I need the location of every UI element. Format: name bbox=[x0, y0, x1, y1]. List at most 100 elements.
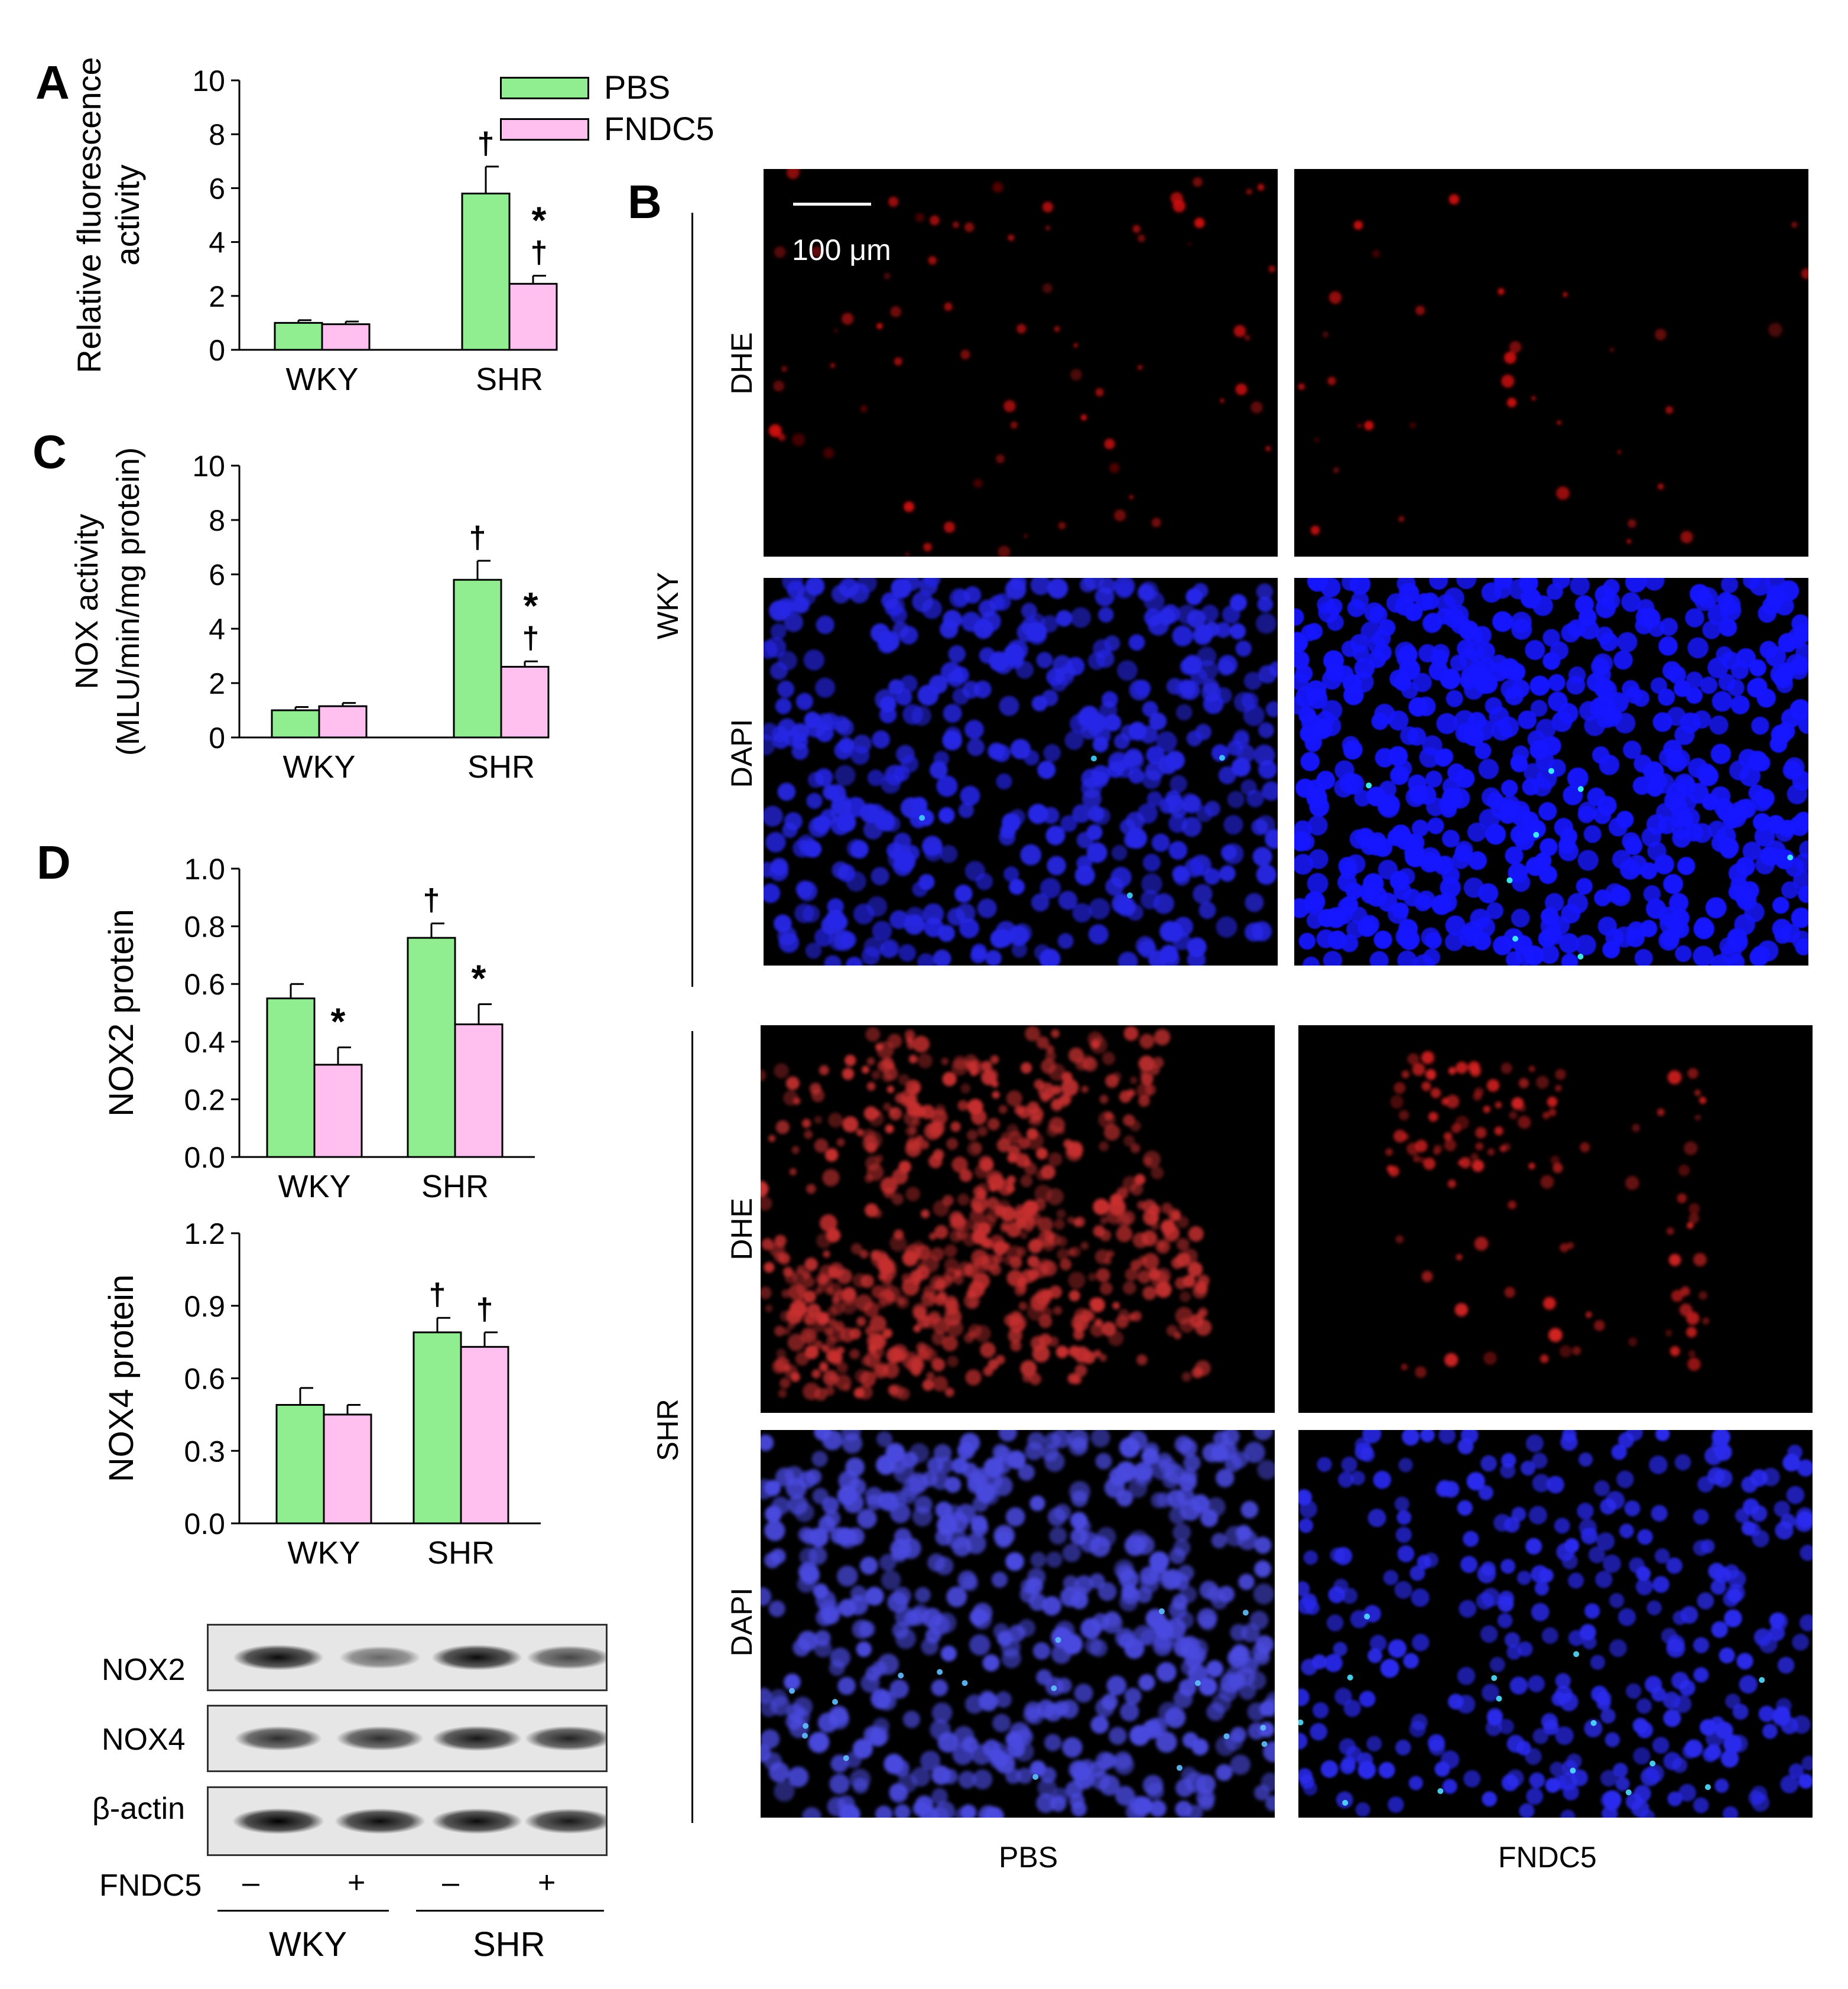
cell bbox=[1415, 593, 1434, 611]
cell bbox=[856, 1317, 866, 1327]
cell bbox=[1459, 1600, 1477, 1618]
cell bbox=[1663, 1751, 1682, 1770]
cell bbox=[834, 1321, 845, 1332]
cell bbox=[1473, 1091, 1482, 1101]
bright-cell bbox=[1577, 953, 1584, 960]
cell bbox=[1544, 893, 1564, 912]
cell bbox=[1428, 1740, 1446, 1756]
cell bbox=[1751, 716, 1769, 735]
cell bbox=[1394, 1082, 1406, 1094]
cell bbox=[911, 706, 931, 726]
cell bbox=[1304, 891, 1326, 912]
cell bbox=[1070, 607, 1092, 628]
cell bbox=[1505, 951, 1522, 966]
cell bbox=[1338, 857, 1357, 876]
blot-group-line-shr bbox=[416, 1910, 604, 1912]
cell bbox=[1094, 1318, 1103, 1327]
cell bbox=[1548, 674, 1566, 691]
cell bbox=[996, 1138, 1011, 1152]
cell bbox=[891, 1546, 908, 1562]
cell bbox=[1373, 930, 1392, 950]
cell bbox=[1099, 1094, 1109, 1104]
cell bbox=[888, 1355, 896, 1363]
cell bbox=[761, 1744, 771, 1763]
cell bbox=[792, 433, 806, 446]
cell bbox=[1622, 680, 1640, 698]
cell bbox=[1099, 1229, 1112, 1242]
cell bbox=[1668, 1253, 1681, 1266]
cell bbox=[1178, 1679, 1197, 1697]
cell bbox=[1489, 706, 1509, 727]
cell bbox=[937, 1291, 947, 1301]
cell bbox=[1061, 1078, 1078, 1096]
cell bbox=[931, 1331, 946, 1346]
cell bbox=[1652, 1576, 1670, 1593]
cell bbox=[775, 698, 792, 714]
cell bbox=[827, 1148, 838, 1159]
cell bbox=[1463, 1530, 1479, 1547]
cell bbox=[1227, 791, 1245, 808]
cell bbox=[773, 380, 785, 392]
cell bbox=[931, 1472, 950, 1490]
cell bbox=[841, 1299, 857, 1315]
cell bbox=[1068, 1290, 1080, 1302]
bright-cell bbox=[1570, 1767, 1576, 1774]
cell bbox=[1016, 1246, 1027, 1257]
cell bbox=[1438, 1430, 1456, 1444]
cell bbox=[863, 1725, 882, 1744]
cell bbox=[917, 953, 935, 966]
cell bbox=[1505, 846, 1524, 865]
cell bbox=[1130, 1143, 1141, 1153]
cell bbox=[1456, 1061, 1468, 1074]
cell bbox=[1727, 953, 1745, 966]
cell bbox=[1320, 1760, 1339, 1778]
cell bbox=[1081, 1086, 1089, 1093]
cell bbox=[872, 730, 890, 749]
cell bbox=[1655, 1430, 1670, 1441]
cell bbox=[1485, 1720, 1502, 1736]
cell bbox=[889, 910, 909, 930]
cell bbox=[1139, 1069, 1148, 1078]
cell bbox=[1658, 688, 1675, 706]
cell bbox=[1049, 1526, 1067, 1545]
cell bbox=[1395, 1526, 1412, 1543]
cell bbox=[1428, 1112, 1438, 1122]
cell bbox=[1693, 1637, 1709, 1653]
cell bbox=[1128, 634, 1145, 651]
cell bbox=[1498, 805, 1518, 824]
cell bbox=[1702, 1317, 1710, 1325]
cell bbox=[814, 1340, 823, 1349]
bright-cell bbox=[919, 815, 925, 821]
cell bbox=[889, 1679, 909, 1699]
cell bbox=[784, 1272, 797, 1284]
cell bbox=[1068, 1272, 1086, 1289]
cell bbox=[957, 1441, 976, 1460]
cell bbox=[790, 1300, 807, 1318]
cell bbox=[1385, 1148, 1393, 1156]
cell bbox=[1170, 192, 1183, 205]
cell bbox=[765, 832, 786, 853]
cell bbox=[934, 1225, 949, 1239]
cell bbox=[845, 1457, 865, 1477]
cell bbox=[1094, 1249, 1110, 1265]
cell bbox=[1588, 1546, 1606, 1564]
y-tick-label: 0.9 bbox=[184, 1290, 225, 1323]
cell bbox=[808, 1546, 827, 1565]
cell bbox=[902, 1250, 918, 1266]
cell bbox=[777, 782, 796, 801]
cell bbox=[1175, 704, 1193, 721]
cell bbox=[931, 1358, 946, 1372]
cell bbox=[1667, 1070, 1682, 1085]
cell bbox=[1093, 639, 1112, 658]
cell bbox=[1175, 679, 1196, 700]
cell bbox=[893, 765, 910, 782]
cell bbox=[793, 1097, 801, 1105]
cell bbox=[879, 696, 897, 713]
cell bbox=[768, 1600, 785, 1617]
cell bbox=[980, 1158, 994, 1172]
cell bbox=[1780, 1775, 1799, 1793]
cell bbox=[876, 1431, 892, 1447]
cell bbox=[962, 1575, 979, 1591]
y-tick-label: 0.6 bbox=[184, 968, 225, 1001]
cell bbox=[814, 1138, 829, 1153]
